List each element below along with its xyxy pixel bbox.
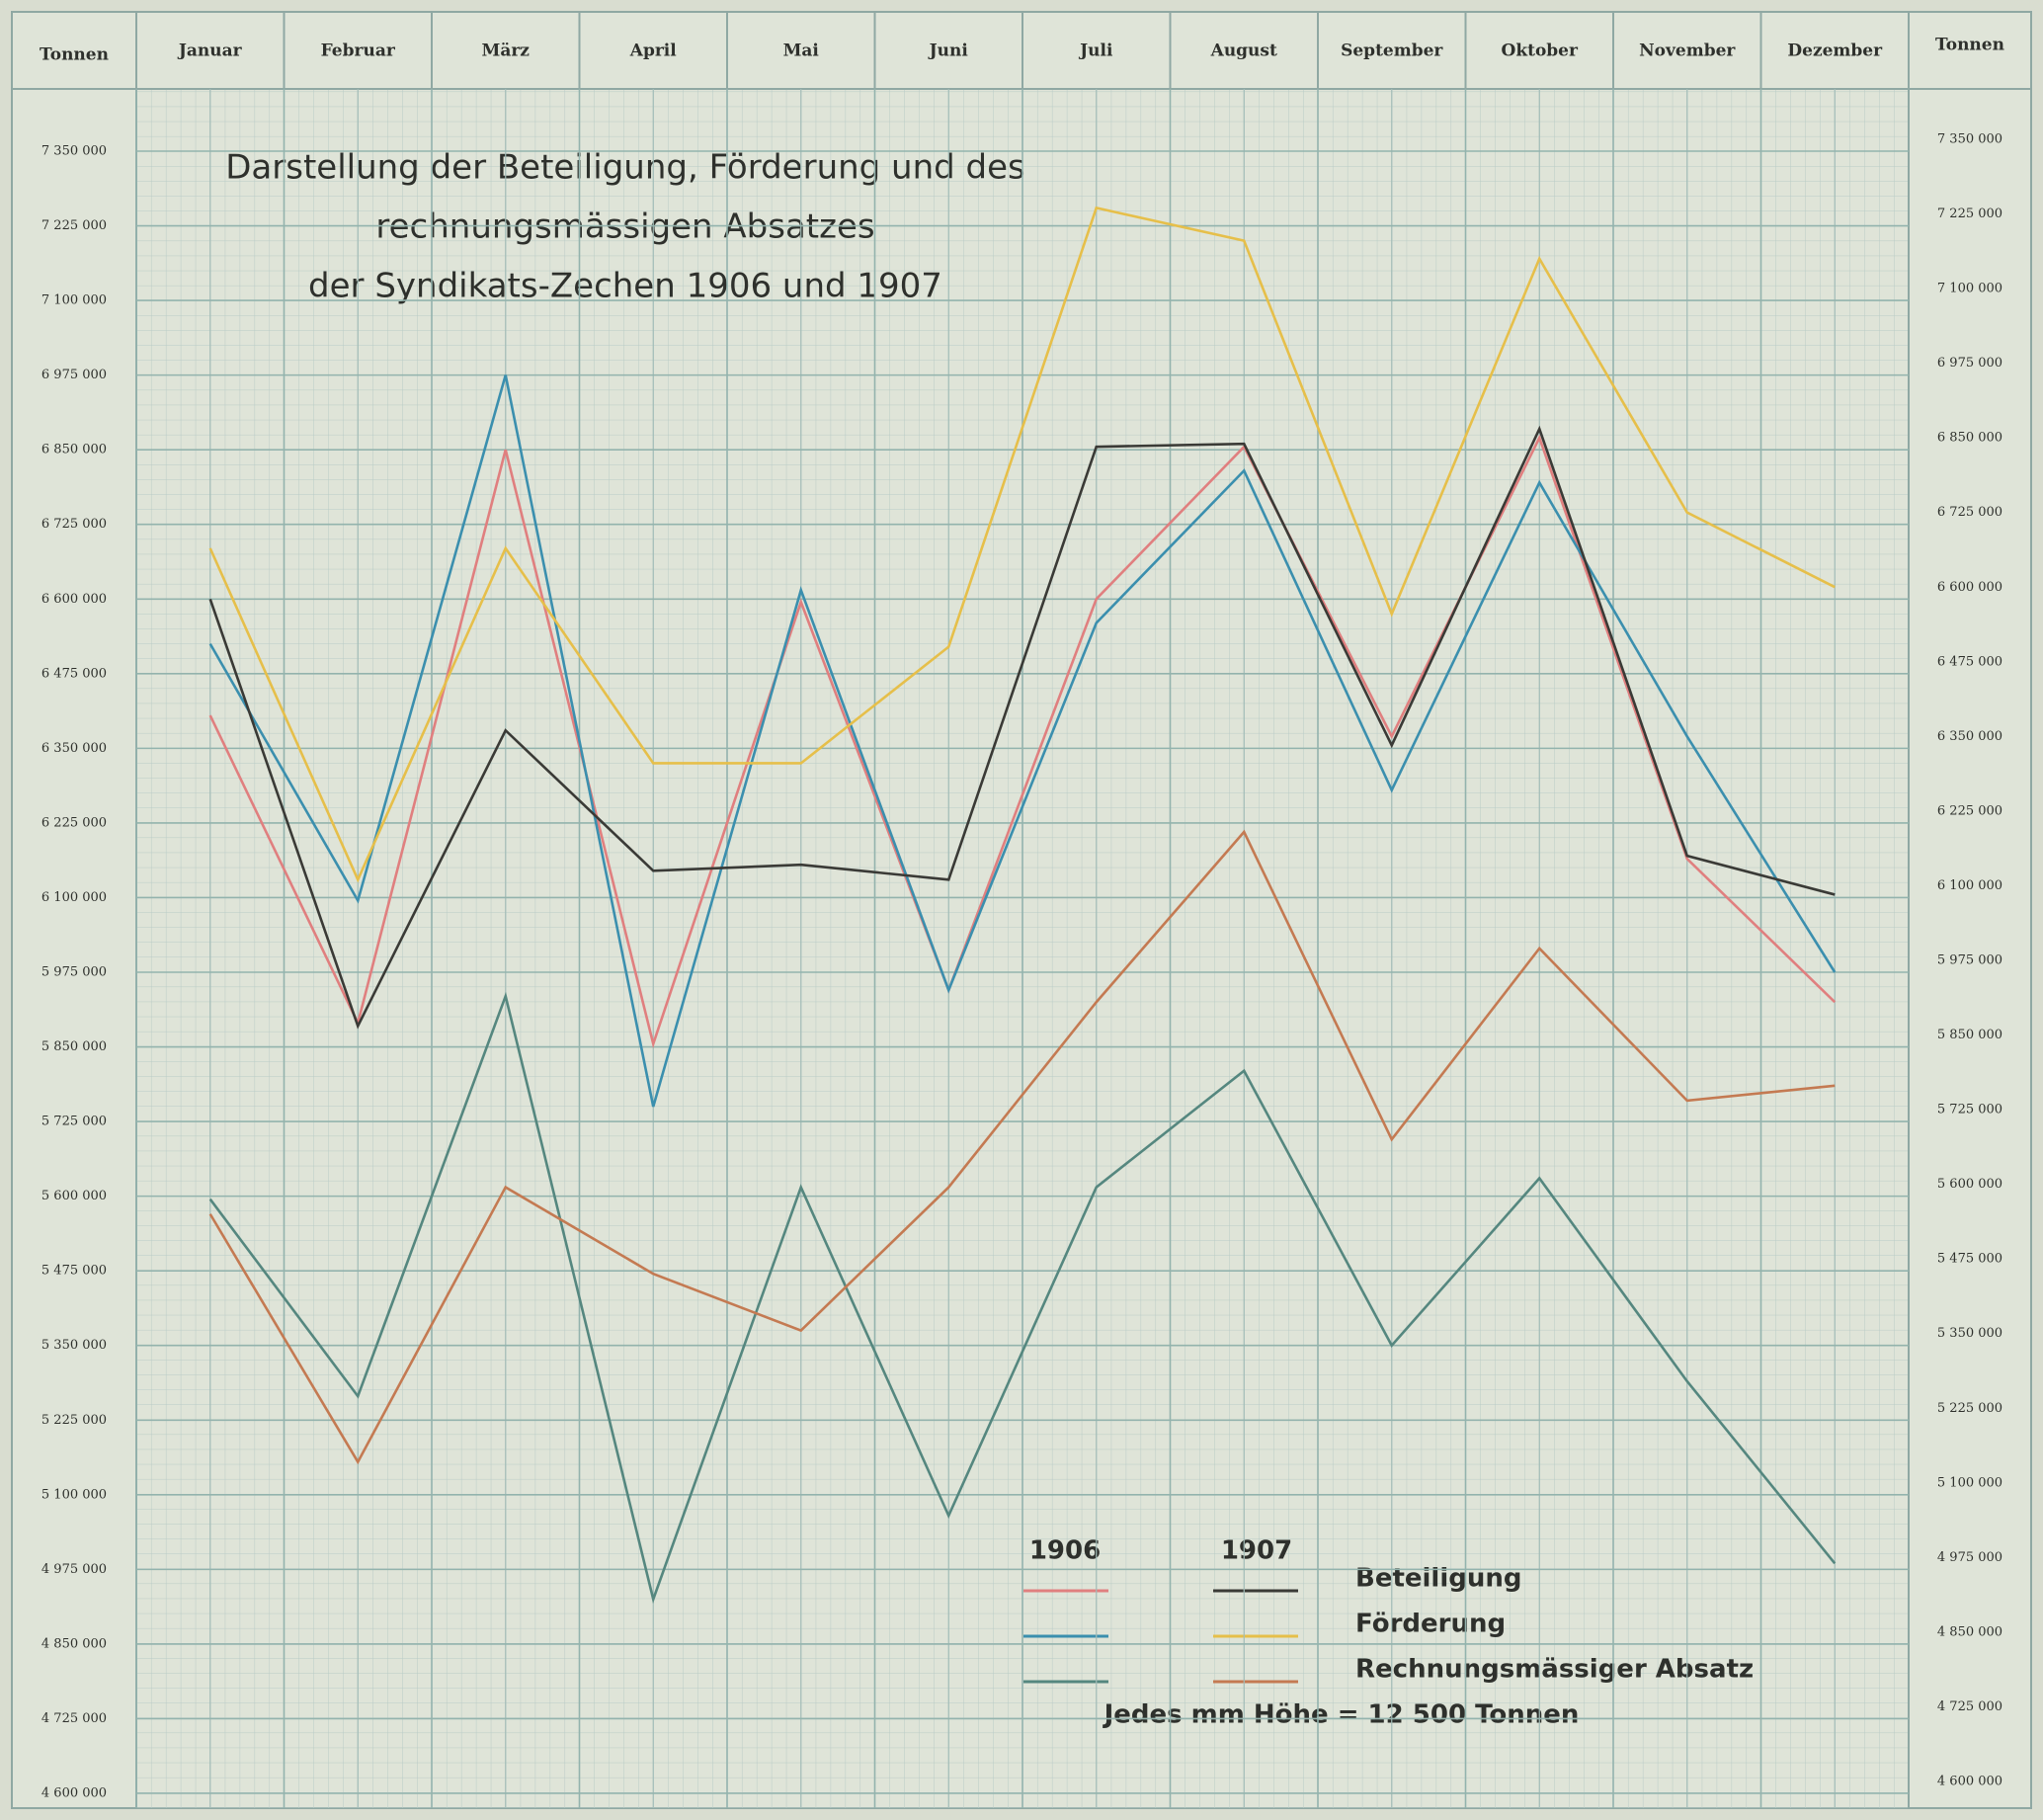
chart-title-line: der Syndikats-Zechen 1906 und 1907 [308,267,942,306]
y-tick-label: 6 600 000 [41,592,107,607]
series-line [208,374,1837,1108]
y2-tick-label: 5 475 000 [1937,1252,2002,1267]
legend-year: 1906 [1029,1536,1101,1566]
y-tick-label: 4 850 000 [41,1636,107,1651]
y-tick-label: 5 850 000 [41,1039,107,1054]
x-tick-label: August [1210,41,1277,61]
x-tick-label: März [482,41,531,61]
y2-axis-label: Tonnen [1935,36,2004,55]
x-tick-label: Februar [321,41,396,61]
y2-tick-label: 5 600 000 [1937,1177,2002,1192]
y-tick-label: 6 850 000 [41,443,107,457]
note: Jedes mm Höhe = 12 500 Tonnen [1103,1700,1580,1730]
y-tick-label: 5 725 000 [41,1115,107,1129]
series-line [208,206,1836,883]
legend-label: Förderung [1355,1610,1506,1639]
x-tick-label: Dezember [1787,41,1883,61]
lines [208,206,1837,1605]
y-tick-label: 5 100 000 [41,1487,107,1502]
y2-tick-label: 7 100 000 [1937,282,2002,296]
chart-title-line: Darstellung der Beteiligung, Förderung u… [225,148,1025,188]
x-tick-label: Januar [177,41,243,61]
y2-tick-label: 6 350 000 [1937,729,2002,744]
x-tick-label: Juni [928,41,969,61]
x-tick-label: Oktober [1502,41,1579,61]
y-tick-label: 6 225 000 [41,815,107,830]
series-line [208,434,1837,1049]
y2-tick-label: 5 850 000 [1937,1028,2002,1042]
y2-tick-label: 6 225 000 [1937,803,2002,818]
y2-tick-label: 7 225 000 [1937,207,2002,221]
y-tick-label: 5 975 000 [41,965,107,980]
x-tick-label: September [1341,41,1443,61]
y-tick-label: 4 600 000 [41,1786,107,1801]
y2-tick-label: 5 725 000 [1937,1103,2002,1117]
y2-tick-label: 6 850 000 [1937,431,2002,446]
y-tick-label: 4 975 000 [41,1562,107,1577]
y-tick-label: 6 975 000 [41,368,107,382]
y2-tick-label: 4 975 000 [1937,1550,2002,1565]
series-line [208,991,1837,1605]
y2-tick-label: 6 975 000 [1937,356,2002,371]
y-tick-label: 7 225 000 [41,218,107,233]
y2-tick-label: 6 100 000 [1937,878,2002,893]
y-tick-label: 5 225 000 [41,1413,107,1428]
y2-tick-label: 5 100 000 [1937,1475,2002,1490]
y2-tick-label: 4 725 000 [1937,1699,2002,1714]
legend-year: 1907 [1221,1536,1292,1566]
title: Darstellung der Beteiligung, Förderung u… [225,148,1025,306]
y-tick-label: 6 100 000 [41,890,107,905]
x-tick-label: April [629,41,677,61]
chart-title-line: rechnungsmässigen Absatzes [375,207,874,247]
series-line [208,425,1836,1030]
y2-tick-label: 6 725 000 [1937,505,2002,520]
legend-label: Rechnungsmässiger Absatz [1355,1655,1754,1685]
y-tick-label: 6 350 000 [41,741,107,756]
y2-tick-label: 6 600 000 [1937,580,2002,595]
y-tick-label: 5 350 000 [41,1338,107,1353]
y2-tick-label: 7 350 000 [1937,132,2002,147]
y-tick-label: 5 475 000 [41,1264,107,1279]
y2-tick-label: 4 600 000 [1937,1775,2002,1789]
y-axis-label: Tonnen [40,45,109,65]
y-tick-label: 4 725 000 [41,1711,107,1726]
x-tick-label: November [1639,41,1736,61]
legend-label: Beteiligung [1355,1564,1522,1594]
y-tick-label: 7 350 000 [41,144,107,159]
y-tick-label: 6 475 000 [41,666,107,681]
y2-tick-label: 5 975 000 [1937,953,2002,968]
y2-tick-label: 5 350 000 [1937,1326,2002,1341]
y2-tick-label: 4 850 000 [1937,1624,2002,1639]
y-tick-label: 7 100 000 [41,293,107,308]
series-line [208,829,1836,1465]
y-tick-label: 6 725 000 [41,517,107,532]
y2-tick-label: 6 475 000 [1937,654,2002,669]
x-tick-label: Mai [783,41,820,61]
y-tick-label: 5 600 000 [41,1189,107,1203]
y2-tick-label: 5 225 000 [1937,1401,2002,1416]
x-tick-label: Juli [1078,41,1113,61]
